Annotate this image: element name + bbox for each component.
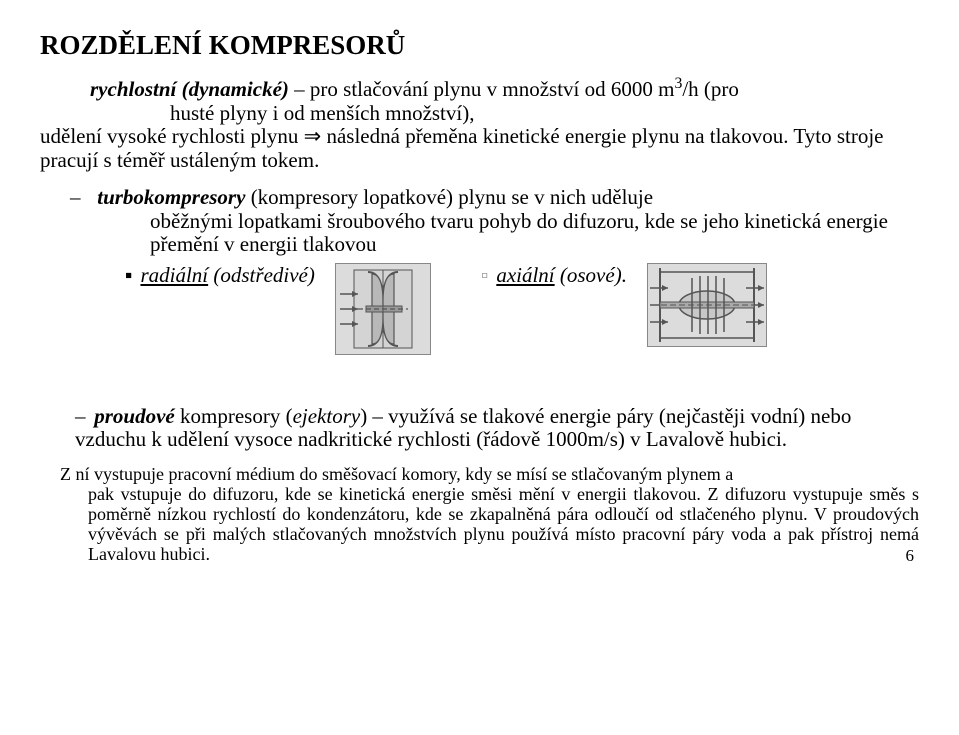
turbo-cont: oběžnými lopatkami šroubového tvaru pohy… (150, 210, 919, 257)
radial-axial-row: ▪ radiální (odstředivé) ▫ (125, 263, 919, 355)
intro-line3: udělení vysoké rychlosti plynu ⇒ následn… (40, 125, 919, 172)
radial-figure (335, 263, 431, 355)
dash-icon: – (75, 405, 89, 429)
turbo-head: turbokompresory (97, 185, 245, 209)
turbo-rest1: (kompresory lopatkové) plynu se v nich u… (245, 185, 653, 209)
radial-diagram-icon (335, 263, 431, 355)
axial-diagram-icon (647, 263, 767, 347)
axial-rest: (osové). (555, 263, 627, 287)
intro-bold-head: rychlostní (dynamické) (90, 77, 289, 101)
square-bullet-icon: ▪ (125, 263, 132, 288)
page-title: ROZDĚLENÍ KOMPRESORŮ (40, 30, 919, 61)
axial-label: axiální (osové). (496, 263, 627, 288)
radial-rest: (odstředivé) (208, 263, 315, 287)
proudove-ital: ejektory (293, 404, 361, 428)
dash-icon: – (70, 186, 92, 210)
proudove-item: – proudové kompresory (ejektory) – využí… (75, 405, 919, 452)
small-paragraph: Z ní vystupuje pracovní médium do směšov… (60, 464, 919, 565)
intro-line2: husté plyny i od menších množství), (90, 102, 919, 126)
proudove-head: proudové (94, 404, 175, 428)
axial-figure (647, 263, 767, 347)
radial-part: ▪ radiální (odstředivé) (125, 263, 451, 355)
small-cont: pak vstupuje do difuzoru, kde se kinetic… (88, 484, 919, 565)
intro-paragraph: rychlostní (dynamické) – pro stlačování … (90, 75, 919, 172)
radial-label: radiální (odstředivé) (140, 263, 314, 288)
square-bullet-icon: ▫ (481, 263, 488, 288)
axial-u: axiální (496, 263, 554, 287)
small-first-line: Z ní vystupuje pracovní médium do směšov… (60, 464, 733, 484)
axial-part: ▫ axiální (osové). (481, 263, 787, 347)
intro-line1-tail: /h (pro (682, 77, 739, 101)
page-number: 6 (906, 546, 915, 566)
intro-line1-rest: – pro stlačování plynu v množství od 600… (289, 77, 675, 101)
turbo-item: – turbokompresory (kompresory lopatkové)… (70, 186, 919, 257)
proudove-rest: kompresory ( (175, 404, 293, 428)
radial-u: radiální (140, 263, 208, 287)
